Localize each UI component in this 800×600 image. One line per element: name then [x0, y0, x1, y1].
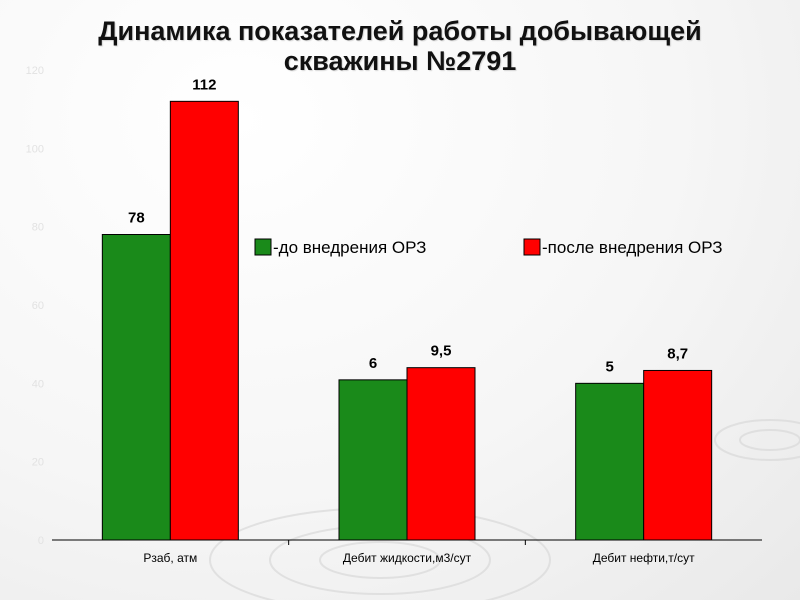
y-tick-label: 120: [26, 65, 44, 77]
bar-value-label: 8,7: [667, 345, 688, 362]
y-tick-label: 40: [32, 378, 44, 390]
category-labels: Рзаб, атм Дебит жидкости,м3/сут Дебит нефт…: [143, 551, 695, 565]
bar-value-label: 112: [192, 76, 216, 93]
bar-value-label: 5: [605, 358, 613, 375]
bar-value-label: 9,5: [431, 343, 452, 360]
category-label: Дебит жидкости,м3/сут: [343, 551, 472, 565]
legend-label: -до внедрения ОРЗ: [273, 238, 426, 257]
y-tick-label: 80: [32, 222, 44, 234]
bar-before: [101, 234, 171, 541]
chart-title-line2: скважины №2791: [283, 46, 517, 76]
bar-before: [338, 379, 408, 541]
bar-after: [169, 100, 239, 541]
legend-swatch: [254, 238, 272, 256]
category-label: Рзаб, атм: [143, 551, 197, 565]
bar-after: [406, 367, 476, 541]
bar-before: [575, 382, 645, 541]
y-tick-label: 20: [32, 457, 44, 469]
bar-value-label: 6: [369, 355, 377, 372]
y-tick-label: 100: [26, 143, 44, 155]
category-label: Дебит нефти,т/сут: [593, 551, 695, 565]
bar-values: 78 112 6 9,5 5 8,7: [128, 76, 688, 375]
bars: [101, 100, 713, 541]
chart-title-line1: Динамика показателей работы добывающей: [98, 16, 702, 46]
chart-title: Динамика показателей работы добывающей с…: [0, 16, 800, 76]
bar-value-label: 78: [128, 210, 145, 227]
y-tick-label: 60: [32, 300, 44, 312]
legend-swatch: [523, 238, 541, 256]
legend-label: -после внедрения ОРЗ: [542, 238, 723, 257]
bar-after: [643, 369, 713, 541]
y-axis-ticks: 0 20 40 60 80 100 120: [26, 65, 44, 547]
y-tick-label: 0: [38, 535, 44, 547]
legend: -до внедрения ОРЗ -после внедрения ОРЗ: [254, 238, 723, 257]
